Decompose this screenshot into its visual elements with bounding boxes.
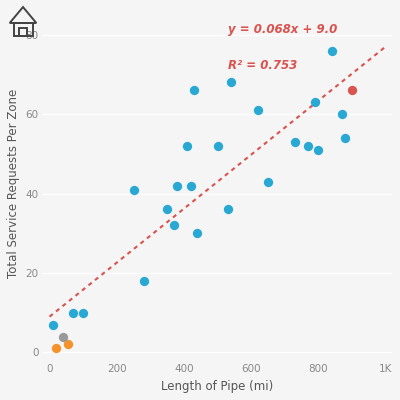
Point <box>171 222 177 228</box>
Point <box>174 182 180 189</box>
Point <box>349 87 355 94</box>
Text: R² = 0.753: R² = 0.753 <box>228 58 297 72</box>
Point <box>312 99 318 106</box>
Point <box>292 139 298 145</box>
Point <box>339 111 345 117</box>
Point <box>53 345 60 352</box>
Point <box>140 278 147 284</box>
Point <box>228 79 234 86</box>
Y-axis label: Total Service Requests Per Zone: Total Service Requests Per Zone <box>7 89 20 278</box>
Point <box>60 333 66 340</box>
Point <box>305 143 312 149</box>
Bar <box>14 23 32 36</box>
Point <box>191 87 197 94</box>
Point <box>315 147 322 153</box>
Text: y = 0.068x + 9.0: y = 0.068x + 9.0 <box>228 23 337 36</box>
Point <box>164 206 170 213</box>
Point <box>329 48 335 54</box>
Point <box>184 143 190 149</box>
Point <box>50 321 56 328</box>
Point <box>224 206 231 213</box>
Point <box>342 135 348 141</box>
Point <box>194 230 200 236</box>
Point <box>65 341 71 348</box>
Point <box>70 310 76 316</box>
X-axis label: Length of Pipe (mi): Length of Pipe (mi) <box>162 380 274 393</box>
Bar <box>19 28 27 36</box>
Point <box>188 182 194 189</box>
Point <box>265 178 271 185</box>
Point <box>214 143 221 149</box>
Point <box>130 186 137 193</box>
Point <box>80 310 86 316</box>
Point <box>255 107 261 113</box>
